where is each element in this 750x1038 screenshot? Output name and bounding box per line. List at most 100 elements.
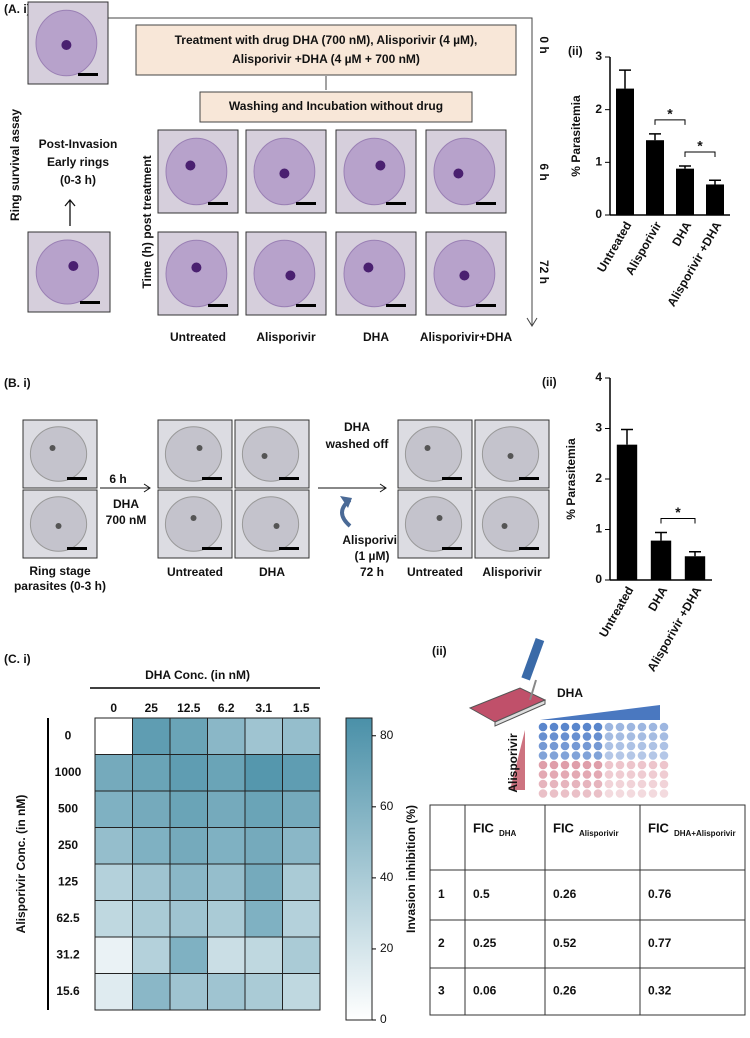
arrow [64, 198, 76, 226]
parasite [279, 168, 290, 179]
heatmap-cell [94, 790, 133, 828]
heatmap-cell [132, 754, 171, 792]
well [659, 779, 669, 789]
well [549, 741, 559, 751]
scale-bar [208, 202, 228, 205]
time-label: 0 h [537, 36, 551, 53]
step-text: 6 h [109, 472, 126, 486]
heatmap-cell [132, 717, 171, 755]
well [560, 722, 570, 732]
cell [343, 137, 406, 206]
scale-bar [442, 547, 462, 550]
time-axis-label: Time (h) post treatment [140, 155, 154, 288]
heatmap-cell [169, 790, 208, 828]
header-main: FIC [648, 820, 670, 835]
header-sub: Alisporivir [579, 829, 619, 838]
well [571, 779, 581, 789]
heatmap-cell [207, 936, 246, 974]
well [648, 732, 658, 741]
well [560, 779, 570, 789]
well [571, 760, 581, 770]
arrow [100, 483, 151, 493]
heatmap-cell [207, 790, 246, 828]
well [560, 789, 570, 798]
colorbar-tick-label: 0 [380, 1012, 387, 1026]
step-text: DHA [113, 497, 139, 511]
significance-bracket [654, 119, 686, 125]
heatmap-cell [169, 936, 208, 974]
well [593, 741, 603, 751]
wash-box [199, 91, 473, 123]
parasite [507, 453, 514, 459]
well [593, 789, 603, 798]
heatmap-cell [169, 900, 208, 938]
scale-bar [519, 547, 539, 550]
bar [650, 540, 672, 580]
scale-bar [519, 477, 539, 480]
plate-wells [538, 722, 669, 798]
heatmap-cell [132, 790, 171, 828]
scale-bar [386, 304, 406, 307]
heatmap-cell [282, 936, 321, 974]
y-tick-label: 2 [595, 102, 602, 116]
column-label: Alisporivir [482, 565, 542, 579]
heatmap-cell [132, 973, 171, 1011]
well [615, 722, 625, 732]
heatmap-cell [169, 973, 208, 1011]
scale-bar [296, 202, 316, 205]
heatmap-cell [207, 863, 246, 901]
column-label: Untreated [407, 565, 463, 579]
heatmap-cell [282, 790, 321, 828]
well [582, 779, 592, 789]
well [571, 722, 581, 732]
y-tick-label: 0 [595, 207, 602, 221]
heatmap-cell [94, 973, 133, 1011]
y-tick-label: 1 [595, 522, 602, 536]
well [659, 760, 669, 770]
ring-line: parasites (0-3 h) [14, 579, 106, 593]
well [615, 732, 625, 741]
y-tick-label: 250 [58, 838, 78, 852]
well [604, 732, 614, 741]
heatmap-cell [132, 863, 171, 901]
parasite [501, 523, 508, 529]
y-tick-label: 3 [595, 49, 602, 63]
well [615, 779, 625, 789]
cell [241, 426, 300, 482]
well [637, 770, 647, 779]
bar [684, 556, 706, 580]
plate-label: DHA [557, 686, 583, 700]
well [560, 760, 570, 770]
heatmap-cell [132, 900, 171, 938]
well [582, 760, 592, 770]
heatmap-cell [244, 827, 283, 865]
heatmap-cell [94, 936, 133, 974]
y-tick-label: 2 [595, 471, 602, 485]
x-tick-label: Untreated [596, 584, 636, 640]
curved-arrow-head [340, 496, 352, 508]
well [593, 732, 603, 741]
heatmap-cell [244, 973, 283, 1011]
heatmap-cell [244, 900, 283, 938]
well [648, 789, 658, 798]
well [571, 732, 581, 741]
well [626, 760, 636, 770]
well [615, 741, 625, 751]
parasite [49, 445, 56, 451]
well [615, 770, 625, 779]
heatmap-cell [169, 717, 208, 755]
well [593, 722, 603, 732]
cell [433, 137, 496, 206]
well [593, 751, 603, 760]
arrow [318, 483, 387, 493]
well [659, 741, 669, 751]
x-tick-label: Alisporivir +DHA [664, 219, 724, 309]
cell [165, 137, 228, 206]
well [648, 741, 658, 751]
cell [164, 496, 223, 552]
parasite [436, 515, 443, 521]
step-text: Alisporivir [342, 533, 402, 547]
well [626, 770, 636, 779]
heatmap-cell [244, 936, 283, 974]
column-label: Alisporivir+DHA [420, 330, 513, 344]
